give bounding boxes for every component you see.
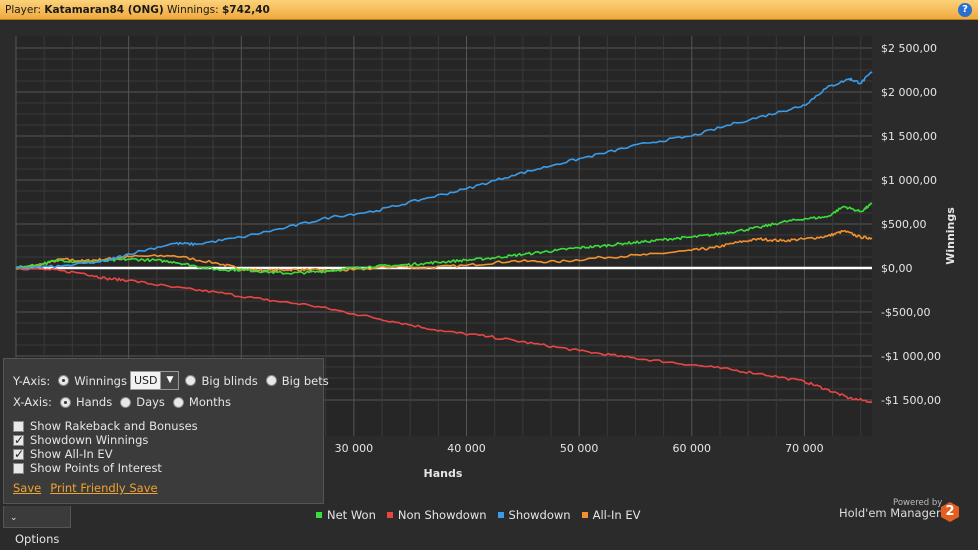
- poi-checkbox[interactable]: [13, 462, 24, 474]
- legend-label: Showdown: [508, 508, 571, 522]
- y-tick-label: $500,00: [881, 218, 927, 231]
- x-tick-label: 50 000: [560, 442, 599, 455]
- poi-row[interactable]: Show Points of Interest: [13, 461, 162, 475]
- series-line-all-in-ev: [15, 229, 873, 273]
- options-panel: Y-Axis: Winnings USD ▼ Big blinds Big be…: [3, 358, 329, 504]
- winnings-radio-label: Winnings: [74, 373, 127, 388]
- allin-label: Show All-In EV: [30, 447, 113, 461]
- winnings-label: Winnings:: [167, 4, 219, 16]
- showdown-row[interactable]: ✓ Showdown Winnings: [13, 433, 148, 447]
- x-tick-label: 60 000: [673, 442, 712, 455]
- currency-select[interactable]: USD ▼: [129, 371, 180, 390]
- legend-label: Net Won: [327, 508, 376, 522]
- legend-label: All-In EV: [592, 508, 641, 522]
- big-blinds-label: Big blinds: [201, 373, 258, 388]
- y-tick-label: $2 000,00: [881, 86, 937, 99]
- months-radio-label: Months: [188, 395, 231, 409]
- y-axis-label-text: Y-Axis:: [13, 373, 51, 388]
- y-axis-row: Y-Axis: Winnings USD ▼ Big blinds Big be…: [13, 371, 329, 390]
- winnings-value: $742,40: [221, 4, 270, 16]
- x-tick-labels: 30 000 40 000 50 000 60 000 70 000: [335, 442, 824, 455]
- winnings-radio[interactable]: [58, 375, 70, 386]
- legend-item-showdown[interactable]: Showdown: [497, 508, 571, 522]
- allin-checkbox[interactable]: ✓: [13, 446, 25, 461]
- legend-item-net-won[interactable]: Net Won: [316, 508, 376, 522]
- y-tick-labels: $2 500,00 $2 000,00 $1 500,00 $1 000,00 $500…: [881, 42, 941, 407]
- legend-swatch: [316, 512, 322, 518]
- y-tick-label: -$1 500,00: [881, 394, 941, 407]
- y-tick-label: $1 500,00: [881, 130, 937, 143]
- series-lines: [15, 71, 873, 404]
- legend-item-all-in-ev[interactable]: All-In EV: [581, 508, 641, 522]
- days-radio[interactable]: [120, 396, 132, 408]
- x-axis-row: X-Axis: Hands Days Months: [13, 395, 231, 409]
- y-tick-label: $1 000,00: [881, 174, 937, 187]
- x-tick-label: 40 000: [447, 442, 486, 455]
- x-axis-label: Hands: [424, 467, 463, 480]
- big-bets-label: Big bets: [281, 373, 329, 388]
- big-blinds-radio[interactable]: [185, 375, 197, 386]
- y-tick-label: -$1 000,00: [881, 350, 941, 363]
- chevron-down-icon: ⌄: [10, 513, 18, 523]
- options-tab-label: Options: [15, 532, 60, 546]
- help-icon[interactable]: ?: [958, 3, 972, 17]
- rakeback-label: Show Rakeback and Bonuses: [30, 419, 198, 433]
- y-tick-label: -$500,00: [881, 306, 930, 319]
- chart-legend: Net Won Non Showdown Showdown All-In EV: [316, 508, 651, 522]
- legend-label: Non Showdown: [397, 508, 487, 522]
- legend-swatch: [386, 512, 393, 518]
- allin-row[interactable]: ✓ Show All-In EV: [13, 447, 113, 461]
- legend-swatch: [581, 512, 588, 518]
- series-line-net-won: [15, 202, 873, 275]
- legend-item-non-showdown[interactable]: Non Showdown: [386, 508, 487, 522]
- legend-swatch: [497, 512, 504, 518]
- player-name: Katamaran84 (ONG): [44, 4, 164, 16]
- poi-label: Show Points of Interest: [30, 461, 162, 475]
- x-tick-label: 30 000: [335, 442, 374, 455]
- y-tick-label: $0,00: [881, 262, 913, 275]
- showdown-label: Showdown Winnings: [30, 433, 149, 447]
- rakeback-checkbox[interactable]: [13, 420, 24, 432]
- x-axis-label-text: X-Axis:: [13, 395, 52, 409]
- chevron-down-icon[interactable]: ▼: [160, 372, 179, 389]
- series-line-non-showdown: [15, 267, 873, 404]
- rakeback-row[interactable]: Show Rakeback and Bonuses: [13, 419, 198, 433]
- powered-by-text: Powered by: [893, 498, 943, 508]
- hands-radio[interactable]: [59, 396, 71, 408]
- save-link[interactable]: Save: [13, 481, 42, 495]
- days-radio-label: Days: [136, 395, 165, 409]
- player-label: Player:: [5, 4, 42, 16]
- title-bar: Player: Katamaran84 (ONG) Winnings: $742…: [0, 0, 978, 20]
- save-row: Save Print Friendly Save: [13, 481, 167, 495]
- months-radio[interactable]: [172, 396, 184, 408]
- y-tick-label: $2 500,00: [881, 42, 937, 55]
- series-line-showdown: [15, 71, 873, 270]
- product-name: Hold'em Manager: [839, 506, 941, 520]
- showdown-checkbox[interactable]: ✓: [13, 432, 25, 447]
- print-friendly-save-link[interactable]: Print Friendly Save: [50, 481, 158, 495]
- hands-radio-label: Hands: [75, 395, 113, 409]
- hm-logo-icon: 2: [941, 502, 959, 522]
- x-tick-label: 70 000: [785, 442, 824, 455]
- options-tab[interactable]: ⌄ Options: [3, 506, 71, 546]
- big-bets-radio[interactable]: [265, 375, 277, 386]
- y-axis-label: Winnings: [944, 207, 957, 265]
- currency-value: USD: [133, 374, 158, 387]
